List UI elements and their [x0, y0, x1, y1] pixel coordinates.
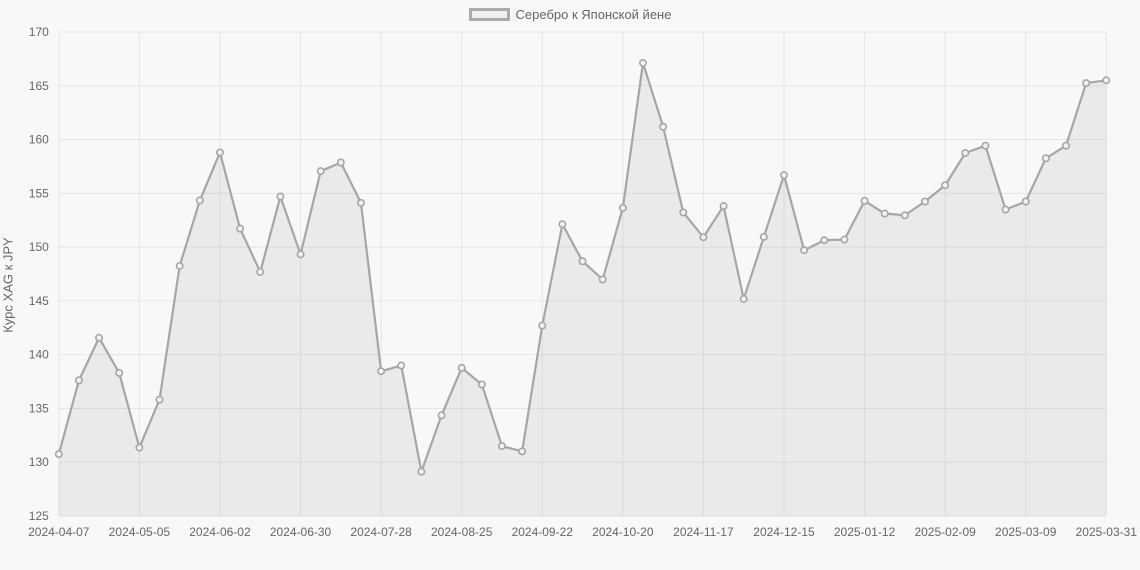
- svg-text:2024-06-02: 2024-06-02: [189, 525, 251, 539]
- svg-text:130: 130: [29, 455, 49, 469]
- svg-text:165: 165: [29, 79, 49, 93]
- svg-text:125: 125: [29, 509, 49, 523]
- svg-text:2024-12-15: 2024-12-15: [753, 525, 815, 539]
- svg-text:140: 140: [29, 348, 49, 362]
- svg-text:2025-02-09: 2025-02-09: [914, 525, 976, 539]
- svg-text:2024-09-22: 2024-09-22: [512, 525, 574, 539]
- svg-text:2024-07-28: 2024-07-28: [350, 525, 412, 539]
- svg-text:155: 155: [29, 186, 49, 200]
- svg-text:2025-03-09: 2025-03-09: [995, 525, 1057, 539]
- svg-text:135: 135: [29, 401, 49, 415]
- svg-text:2024-06-30: 2024-06-30: [270, 525, 332, 539]
- svg-text:2024-11-17: 2024-11-17: [673, 525, 734, 539]
- svg-text:2024-10-20: 2024-10-20: [592, 525, 654, 539]
- svg-text:2024-05-05: 2024-05-05: [109, 525, 171, 539]
- svg-text:2025-01-12: 2025-01-12: [834, 525, 896, 539]
- svg-text:2025-03-31: 2025-03-31: [1076, 525, 1138, 539]
- svg-text:2024-08-25: 2024-08-25: [431, 525, 493, 539]
- svg-text:145: 145: [29, 294, 49, 308]
- svg-text:150: 150: [29, 240, 49, 254]
- svg-text:170: 170: [29, 25, 49, 39]
- svg-text:2024-04-07: 2024-04-07: [28, 525, 90, 539]
- svg-text:160: 160: [29, 133, 49, 147]
